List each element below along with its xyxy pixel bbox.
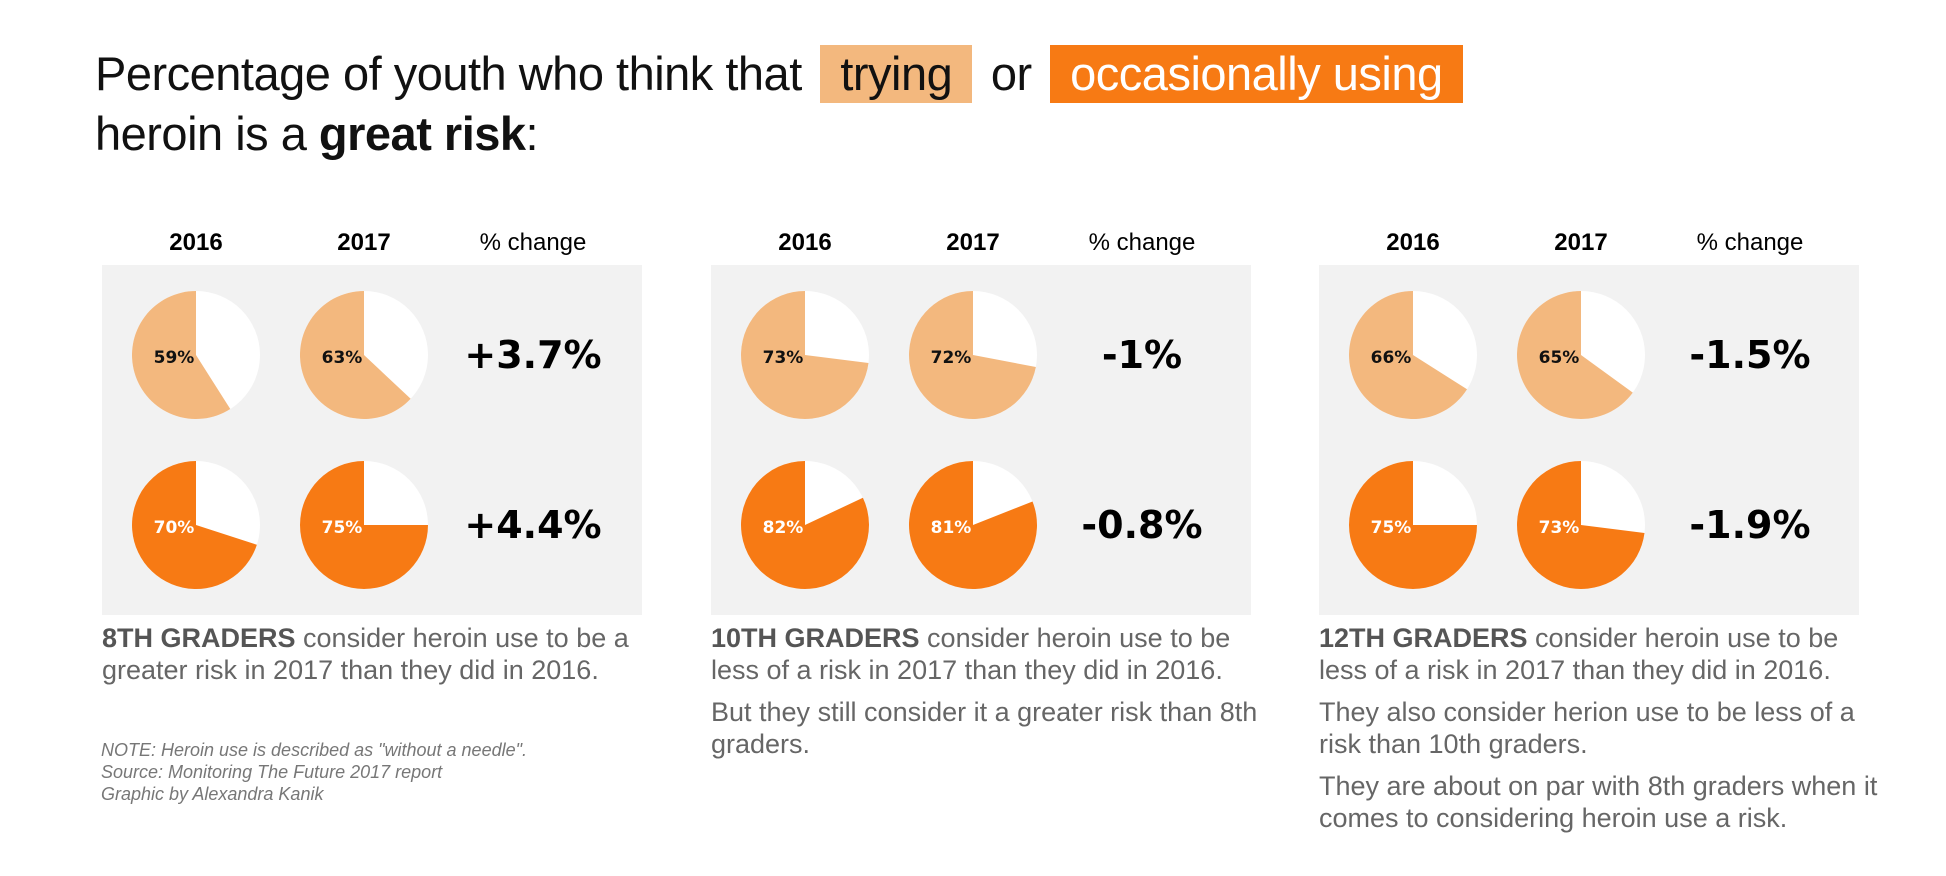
pie-percent-label: 66%: [1371, 348, 1412, 368]
percent-change-label: -1%: [1102, 333, 1182, 377]
pie-percent-label: 72%: [931, 348, 972, 368]
header-2016: 2016: [169, 229, 223, 256]
pie-2017-trying: 65%: [1517, 291, 1645, 419]
header-2016: 2016: [1386, 229, 1440, 256]
pie-percent-label: 75%: [322, 518, 363, 538]
chart-title: Percentage of youth who think that tryin…: [95, 44, 1469, 164]
note-line-2: Source: Monitoring The Future 2017 repor…: [101, 762, 443, 782]
description-extra-1: They also consider herion use to be less…: [1319, 697, 1855, 759]
note-line-1: NOTE: Heroin use is described as "withou…: [101, 740, 527, 760]
header-change: % change: [479, 229, 587, 256]
description-extra-2: They are about on par with 8th graders w…: [1319, 771, 1878, 833]
description-group: 8TH GRADERS: [102, 623, 296, 653]
pie-percent-label: 63%: [322, 348, 363, 368]
pie-value-slice: [909, 461, 1038, 589]
description-12th: 12TH GRADERS consider heroin use to be l…: [1319, 622, 1879, 844]
title-bold: great risk: [318, 107, 526, 160]
header-2017: 2017: [337, 229, 391, 256]
pie-percent-label: 75%: [1371, 518, 1412, 538]
pie-grid-svg: 59% 63% +3.7% 70% 75% +4.4%: [132, 291, 602, 589]
percent-change-label: +4.4%: [464, 503, 601, 547]
pie-2016-trying: 66%: [1349, 291, 1477, 419]
pie-2016-occasionally-using: 70%: [132, 461, 260, 589]
pie-grid-svg: 66% 65% -1.5% 75% 73% -1.9%: [1349, 291, 1811, 589]
description-text: consider heroin use to be less of a risk…: [711, 623, 1231, 685]
pie-2017-trying: 72%: [909, 291, 1037, 419]
pie-percent-label: 82%: [763, 518, 804, 538]
pie-value-slice: [1349, 461, 1477, 589]
pie-value-slice: [1349, 291, 1468, 419]
pie-2017-trying: 63%: [299, 291, 428, 419]
pie-2016-trying: 73%: [741, 291, 869, 419]
pie-percent-label: 59%: [154, 348, 195, 368]
pie-panel-10th: 73% 72% -1% 82% 81% -0.8%: [711, 265, 1251, 615]
note-line-3: Graphic by Alexandra Kanik: [101, 784, 324, 804]
header-2017: 2017: [1554, 229, 1608, 256]
description-8th: 8TH GRADERS consider heroin use to be a …: [102, 622, 662, 696]
percent-change-label: +3.7%: [464, 333, 601, 377]
header-2017: 2017: [946, 229, 1000, 256]
title-line-2: heroin is a great risk:: [95, 104, 1469, 164]
panel-8th-graders: 2016 2017 % change 59% 63% +3.7% 70% 75% +4.4…: [96, 225, 642, 685]
panel-header: 2016 2017 % change: [705, 225, 1245, 265]
pie-value-slice: [1517, 291, 1633, 419]
panel-10th-graders: 2016 2017 % change 73% 72% -1% 82% 81% -0.8% …: [705, 225, 1257, 759]
pie-percent-label: 70%: [154, 518, 195, 538]
title-text-2: heroin is a: [95, 107, 307, 160]
description-main: 10TH GRADERS consider heroin use to be l…: [711, 622, 1271, 686]
pie-panel-8th: 59% 63% +3.7% 70% 75% +4.4%: [102, 265, 642, 615]
percent-change-label: -1.9%: [1689, 503, 1810, 547]
header-change: % change: [1088, 229, 1196, 256]
percent-change-label: -1.5%: [1689, 333, 1810, 377]
description-group: 10TH GRADERS: [711, 623, 920, 653]
title-colon: :: [525, 107, 539, 160]
description-group: 12TH GRADERS: [1319, 623, 1528, 653]
pie-value-slice: [909, 291, 1036, 419]
panel-12th-graders: 2016 2017 % change 66% 65% -1.5% 75% 73% -1.9…: [1313, 225, 1877, 833]
pie-value-slice: [300, 461, 428, 589]
pie-value-slice: [132, 461, 257, 589]
legend-trying-chip: trying: [820, 45, 973, 103]
pie-value-slice: [741, 291, 869, 419]
pie-value-slice: [299, 291, 411, 419]
pie-2017-occasionally-using: 73%: [1517, 461, 1645, 589]
pie-2016-trying: 59%: [132, 291, 260, 419]
percent-change-label: -0.8%: [1081, 503, 1202, 547]
description-main: 12TH GRADERS consider heroin use to be l…: [1319, 622, 1879, 686]
title-line-1: Percentage of youth who think that tryin…: [95, 44, 1469, 104]
pie-percent-label: 65%: [1539, 348, 1580, 368]
pie-percent-label: 73%: [763, 348, 804, 368]
pie-value-slice: [132, 291, 231, 419]
pie-panel-12th: 66% 65% -1.5% 75% 73% -1.9%: [1319, 265, 1859, 615]
title-or: or: [990, 47, 1032, 100]
pie-2017-occasionally-using: 75%: [300, 461, 428, 589]
pie-2016-occasionally-using: 75%: [1349, 461, 1477, 589]
description-10th: 10TH GRADERS consider heroin use to be l…: [711, 622, 1271, 770]
pie-grid-svg: 73% 72% -1% 82% 81% -0.8%: [741, 291, 1203, 589]
description-text: consider heroin use to be less of a risk…: [1319, 623, 1839, 685]
footnote: NOTE: Heroin use is described as "withou…: [101, 739, 527, 805]
pie-value-slice: [741, 461, 870, 589]
legend-occasionally-using-chip: occasionally using: [1050, 45, 1463, 103]
description-main: 8TH GRADERS consider heroin use to be a …: [102, 622, 662, 686]
pie-percent-label: 73%: [1539, 518, 1580, 538]
pie-value-slice: [1517, 461, 1645, 589]
description-extra-1: But they still consider it a greater ris…: [711, 697, 1258, 759]
header-change: % change: [1696, 229, 1804, 256]
title-text-1: Percentage of youth who think that: [95, 47, 802, 100]
pie-percent-label: 81%: [931, 518, 972, 538]
panel-header: 2016 2017 % change: [96, 225, 636, 265]
pie-2016-occasionally-using: 82%: [741, 461, 870, 589]
header-2016: 2016: [778, 229, 832, 256]
description-text: consider heroin use to be a greater risk…: [102, 623, 629, 685]
pie-2017-occasionally-using: 81%: [909, 461, 1038, 589]
panel-header: 2016 2017 % change: [1313, 225, 1853, 265]
